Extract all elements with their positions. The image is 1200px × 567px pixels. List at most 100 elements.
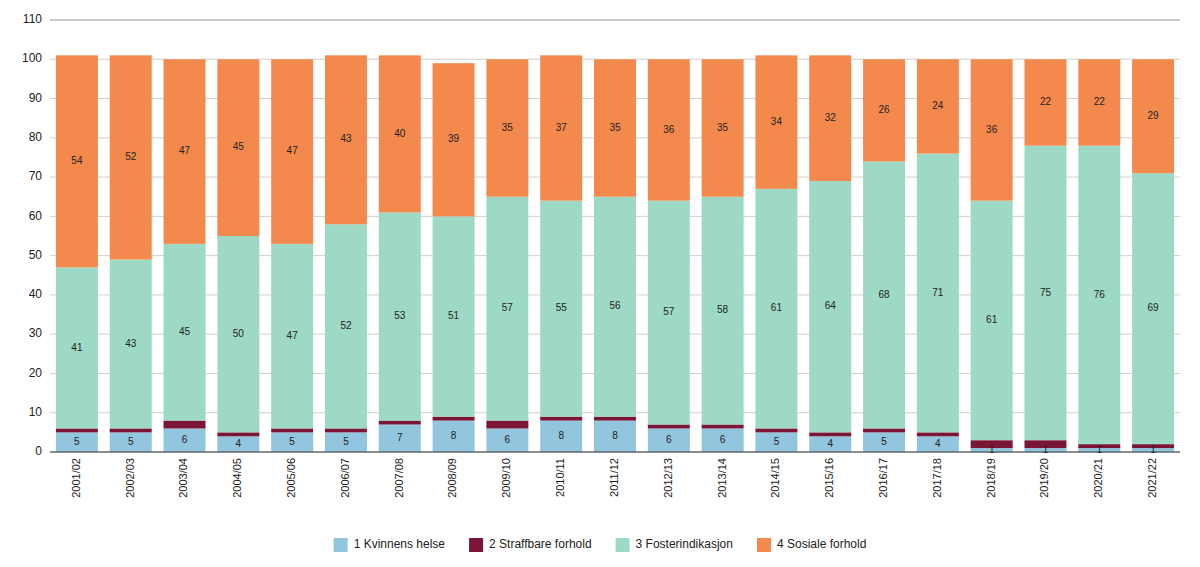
data-label: 61 <box>986 314 998 325</box>
bar-segment <box>809 55 851 181</box>
data-label: 8 <box>558 430 564 441</box>
x-tick-label: 2015/16 <box>823 458 835 498</box>
bar-segment <box>110 260 152 429</box>
bar-segment <box>379 55 421 212</box>
legend-item: 4 Sosiale forhold <box>757 537 866 552</box>
x-tick-label: 2013/14 <box>716 458 728 498</box>
data-label: 41 <box>71 342 83 353</box>
data-label: 47 <box>287 145 299 156</box>
bar-segment <box>648 428 690 452</box>
y-tick-label: 30 <box>29 326 43 340</box>
bar-segment <box>702 197 744 425</box>
data-label: 69 <box>1148 302 1160 313</box>
bar-segment <box>486 428 528 452</box>
bar-segment <box>917 432 959 436</box>
bar-segment <box>1024 59 1066 145</box>
data-label: 32 <box>825 112 837 123</box>
bar-segment <box>56 428 98 432</box>
bar-segment <box>755 428 797 432</box>
bar-segment <box>110 55 152 259</box>
bar-segment <box>217 236 259 432</box>
data-label: 64 <box>825 300 837 311</box>
y-tick-label: 10 <box>29 405 43 419</box>
data-label: 39 <box>448 133 460 144</box>
data-label: 40 <box>394 128 406 139</box>
bar-segment <box>863 428 905 432</box>
bar-segment <box>863 161 905 428</box>
y-tick-label: 100 <box>22 51 42 65</box>
x-tick-label: 2009/10 <box>500 458 512 498</box>
bar-segment <box>702 428 744 452</box>
y-tick-label: 50 <box>29 248 43 262</box>
bar-segment <box>594 59 636 196</box>
legend-swatch <box>616 538 630 552</box>
bar-segment <box>217 59 259 236</box>
bar-segment <box>164 244 206 421</box>
data-label: 35 <box>502 122 514 133</box>
legend-item: 1 Kvinnens helse <box>334 537 446 552</box>
data-label: 37 <box>556 122 568 133</box>
data-label: 22 <box>1094 96 1106 107</box>
plot-top-line <box>50 20 1180 21</box>
bar-segment <box>164 421 206 429</box>
bar-segment <box>648 59 690 200</box>
y-tick-label: 60 <box>29 209 43 223</box>
data-label: 8 <box>451 430 457 441</box>
legend-label: 2 Straffbare forhold <box>489 537 592 551</box>
bar-segment <box>1132 173 1174 444</box>
data-label: 47 <box>287 330 299 341</box>
bar-segment <box>110 432 152 452</box>
data-label: 1 <box>989 444 995 455</box>
legend: 1 Kvinnens helse2 Straffbare forhold3 Fo… <box>334 537 867 552</box>
data-label: 45 <box>233 141 245 152</box>
bar-segment <box>809 436 851 452</box>
bar-segment <box>648 425 690 429</box>
y-tick-label: 90 <box>29 91 43 105</box>
data-label: 7 <box>397 432 403 443</box>
bar-segment <box>325 55 367 224</box>
data-label: 61 <box>771 302 783 313</box>
bar-segment <box>863 432 905 452</box>
x-tick-label: 2005/06 <box>285 458 297 498</box>
x-tick-label: 2016/17 <box>877 458 889 498</box>
data-label: 4 <box>236 438 242 449</box>
bar-segment <box>110 428 152 432</box>
x-tick-label: 2004/05 <box>231 458 243 498</box>
data-labels: 5564557868866545411114143455047525351575… <box>71 96 1159 455</box>
data-label: 5 <box>74 436 80 447</box>
data-label: 35 <box>609 122 621 133</box>
y-tick-label: 70 <box>29 169 43 183</box>
data-label: 51 <box>448 310 460 321</box>
data-label: 57 <box>502 302 514 313</box>
series <box>56 55 1174 267</box>
bar-segment <box>433 417 475 421</box>
data-label: 1 <box>1150 444 1156 455</box>
bar-segment <box>594 197 636 417</box>
data-label: 71 <box>932 287 944 298</box>
bar-segment <box>217 436 259 452</box>
bar-segment <box>379 421 421 425</box>
x-tick-label: 2021/22 <box>1146 458 1158 498</box>
x-tick-label: 2007/08 <box>393 458 405 498</box>
bar-segment <box>755 432 797 452</box>
bar-segment <box>56 267 98 428</box>
data-label: 75 <box>1040 287 1052 298</box>
bars <box>56 55 1174 452</box>
x-tick-label: 2011/12 <box>608 458 620 497</box>
bar-segment <box>56 55 98 267</box>
bar-segment <box>486 421 528 429</box>
data-label: 52 <box>125 151 137 162</box>
bar-segment <box>702 59 744 196</box>
bar-segment <box>971 201 1013 441</box>
data-label: 26 <box>878 104 890 115</box>
bar-segment <box>594 417 636 421</box>
data-label: 34 <box>771 116 783 127</box>
bar-segment <box>1078 59 1120 145</box>
bar-segment <box>917 436 959 452</box>
data-label: 5 <box>881 436 887 447</box>
bar-segment <box>271 428 313 432</box>
data-label: 52 <box>340 320 352 331</box>
data-label: 47 <box>179 145 191 156</box>
legend-swatch <box>757 538 771 552</box>
x-tick-label: 2006/07 <box>339 458 351 498</box>
